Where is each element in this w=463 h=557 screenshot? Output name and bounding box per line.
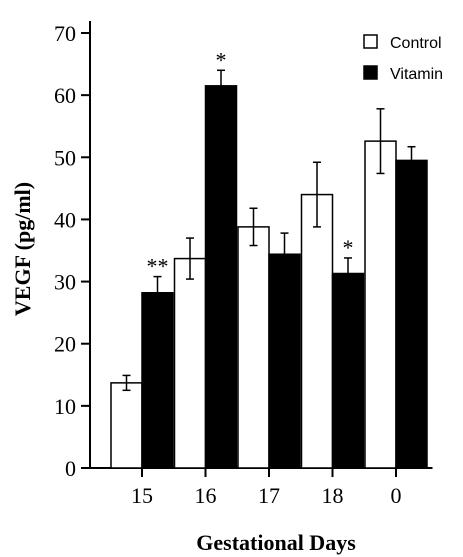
- bar-control: [110, 382, 143, 469]
- bar-control: [300, 193, 334, 469]
- y-tick-label: 70: [54, 21, 76, 46]
- bar-control: [237, 226, 270, 469]
- bar-vitamin: [331, 272, 365, 469]
- y-tick-label: 40: [54, 207, 76, 232]
- x-tick-label: 18: [322, 483, 344, 508]
- bar-control: [364, 140, 397, 469]
- y-tick-label: 0: [65, 456, 76, 481]
- bar-groups: ****: [110, 47, 428, 469]
- x-tick-label: 17: [258, 483, 280, 508]
- significance-marker: *: [216, 47, 227, 72]
- bar-vitamin: [268, 253, 301, 469]
- bar-control: [173, 257, 207, 469]
- y-tick-label: 10: [54, 394, 76, 419]
- x-axis: 15 16 17 18 0: [90, 467, 433, 508]
- y-tick-label: 30: [54, 270, 76, 295]
- legend-swatch-control: [363, 34, 378, 49]
- bar-vitamin: [141, 292, 174, 469]
- x-tick-label: 15: [131, 483, 153, 508]
- y-axis-title: VEGF (pg/ml): [10, 182, 35, 316]
- y-tick-label: 60: [54, 83, 76, 108]
- legend: Control Vitamin: [363, 34, 443, 83]
- x-tick-label: 0: [391, 483, 402, 508]
- y-tick-label: 50: [54, 145, 76, 170]
- bar-vitamin: [204, 85, 238, 469]
- x-tick-label: 16: [195, 483, 217, 508]
- significance-marker: **: [147, 254, 169, 279]
- legend-swatch-vitamin: [363, 65, 378, 80]
- y-tick-label: 20: [54, 332, 76, 357]
- x-axis-title: Gestational Days: [196, 530, 356, 555]
- legend-label-vitamin: Vitamin: [390, 66, 443, 83]
- y-axis: 0 10 20 30 40 50 60 70: [54, 21, 91, 481]
- significance-marker: *: [343, 235, 354, 260]
- legend-label-control: Control: [390, 35, 442, 52]
- bar-vitamin: [395, 159, 428, 469]
